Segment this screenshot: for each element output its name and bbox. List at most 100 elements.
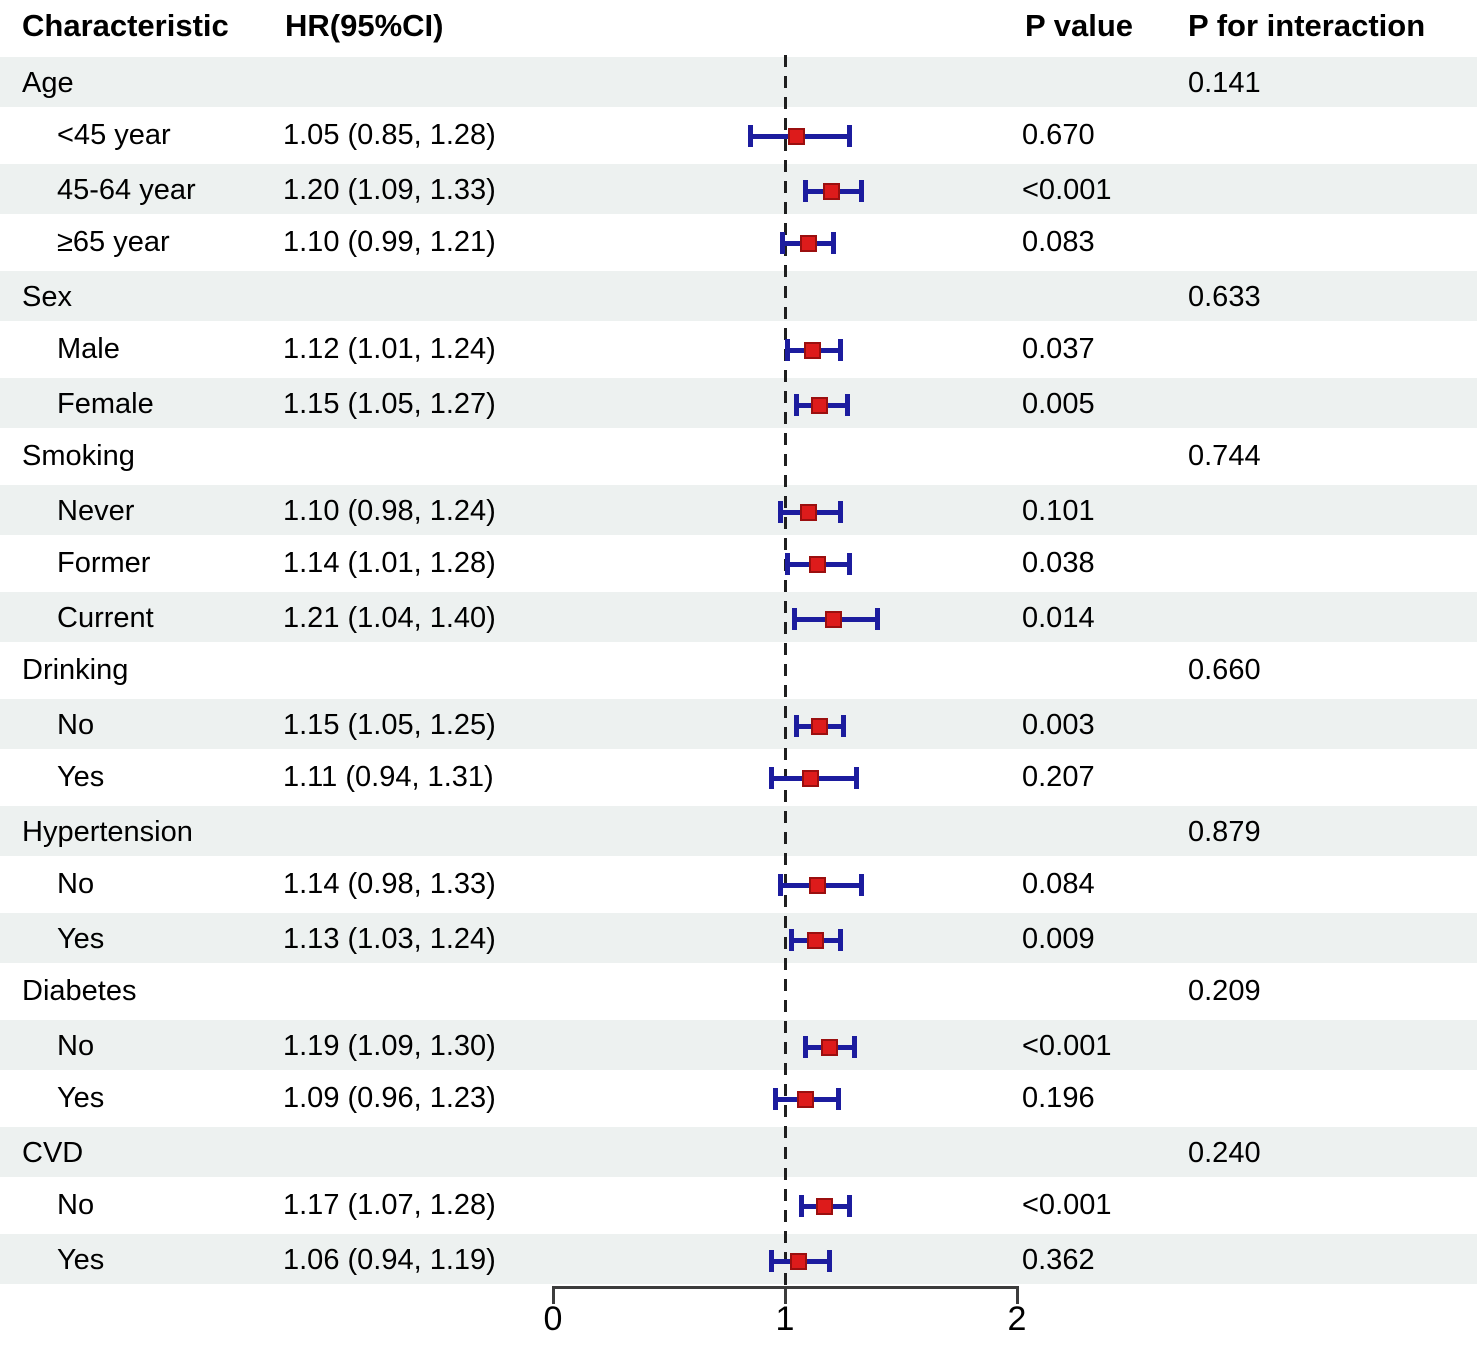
- ci-graphic: [0, 485, 1477, 535]
- ci-cap: [780, 231, 786, 254]
- subgroup-row: Never 1.10 (0.98, 1.24) 0.101: [0, 483, 1477, 537]
- hr-ci-value: 1.06 (0.94, 1.19): [283, 1244, 496, 1276]
- subgroup-label: No: [57, 1188, 95, 1221]
- x-axis-tick: [783, 1286, 787, 1304]
- subgroup-row: Yes 1.11 (0.94, 1.31) 0.207: [0, 751, 1477, 805]
- hr-point-marker: [808, 555, 826, 573]
- p-value: 0.670: [1022, 118, 1095, 151]
- ci-cap: [826, 1250, 832, 1272]
- p-interaction-value: 0.660: [1188, 653, 1261, 686]
- hr-ci-value: 1.12 (1.01, 1.24): [283, 332, 496, 365]
- subgroup-label: Yes: [57, 923, 105, 955]
- ci-cap: [777, 501, 783, 523]
- subgroup-row: ≥65 year 1.10 (0.99, 1.21) 0.083: [0, 216, 1477, 270]
- p-value: 0.037: [1022, 332, 1095, 365]
- group-label: Drinking: [22, 653, 129, 686]
- x-axis-tick-label: 1: [775, 1300, 795, 1338]
- subgroup-label: Current: [57, 602, 154, 634]
- subgroup-label: Yes: [57, 1081, 105, 1114]
- hr-point-marker: [820, 1039, 838, 1056]
- subgroup-row: Former 1.14 (1.01, 1.28) 0.038: [0, 537, 1477, 591]
- subgroup-label: Former: [57, 546, 151, 579]
- x-axis-tick: [551, 1286, 555, 1304]
- p-value: <0.001: [1022, 174, 1112, 206]
- ci-graphic: [0, 699, 1477, 749]
- hr-ci-value: 1.20 (1.09, 1.33): [283, 174, 496, 206]
- ci-cap: [791, 608, 797, 630]
- ci-cap: [768, 766, 774, 789]
- p-interaction-value: 0.744: [1188, 439, 1261, 472]
- hr-point-marker: [811, 718, 829, 735]
- p-interaction-value: 0.209: [1188, 974, 1261, 1007]
- column-header-p-value: P value: [1025, 8, 1134, 43]
- hr-point-marker: [811, 397, 829, 414]
- ci-graphic: [0, 592, 1477, 642]
- p-value: 0.362: [1022, 1244, 1095, 1276]
- ci-cap: [798, 1194, 804, 1217]
- subgroup-label: Male: [57, 332, 120, 365]
- hr-point-marker: [808, 876, 826, 894]
- p-interaction-value: 0.879: [1188, 816, 1261, 848]
- ci-graphic: [0, 913, 1477, 963]
- p-value: 0.005: [1022, 388, 1095, 420]
- subgroup-label: Yes: [57, 760, 105, 793]
- subgroup-row: Male 1.12 (1.01, 1.24) 0.037: [0, 323, 1477, 377]
- ci-cap: [845, 394, 851, 416]
- ci-cap: [835, 1087, 841, 1110]
- hr-point-marker: [799, 234, 817, 252]
- ci-cap: [859, 873, 865, 896]
- group-row: Diabetes 0.209: [0, 965, 1477, 1019]
- hr-point-marker: [802, 769, 820, 787]
- hr-ci-value: 1.17 (1.07, 1.28): [283, 1188, 496, 1221]
- hr-ci-value: 1.21 (1.04, 1.40): [283, 602, 496, 634]
- subgroup-label: No: [57, 1030, 95, 1062]
- ci-cap: [768, 1250, 774, 1272]
- hr-ci-value: 1.15 (1.05, 1.27): [283, 388, 496, 420]
- p-value: 0.003: [1022, 709, 1095, 741]
- subgroup-label: Never: [57, 495, 135, 527]
- hr-ci-value: 1.19 (1.09, 1.30): [283, 1030, 496, 1062]
- hr-point-marker: [788, 127, 806, 145]
- p-interaction-value: 0.141: [1188, 67, 1261, 99]
- ci-cap: [794, 394, 800, 416]
- hr-ci-value: 1.14 (0.98, 1.33): [283, 867, 496, 900]
- ci-graphic: [0, 378, 1477, 428]
- group-label: Smoking: [22, 439, 135, 472]
- group-label: Hypertension: [22, 816, 193, 848]
- hr-ci-value: 1.11 (0.94, 1.31): [283, 760, 494, 793]
- table-body: Age 0.141 <45 year 1.05 (0.85, 1.28) 0.670 45…: [0, 55, 1477, 1286]
- hr-ci-value: 1.15 (1.05, 1.25): [283, 709, 496, 741]
- subgroup-row: Yes 1.13 (1.03, 1.24) 0.009: [0, 911, 1477, 965]
- hr-point-marker: [790, 1253, 808, 1270]
- ci-graphic: [0, 1020, 1477, 1070]
- p-value: 0.014: [1022, 602, 1095, 634]
- subgroup-row: No 1.15 (1.05, 1.25) 0.003: [0, 697, 1477, 751]
- group-row: CVD 0.240: [0, 1125, 1477, 1179]
- ci-graphic: [0, 323, 1477, 377]
- subgroup-label: 45-64 year: [57, 174, 196, 206]
- p-interaction-value: 0.240: [1188, 1137, 1261, 1169]
- ci-graphic: [0, 537, 1477, 591]
- ci-graphic: [0, 858, 1477, 912]
- ci-cap: [831, 231, 837, 254]
- group-row: Hypertension 0.879: [0, 804, 1477, 858]
- ci-graphic: [0, 1179, 1477, 1233]
- ci-cap: [847, 1194, 853, 1217]
- hr-ci-value: 1.05 (0.85, 1.28): [283, 118, 496, 151]
- column-header-row: Characteristic HR(95%CI) P value P for i…: [0, 0, 1477, 55]
- p-value: 0.196: [1022, 1081, 1095, 1114]
- ci-cap: [852, 1036, 858, 1058]
- column-header-hr-ci: HR(95%CI): [285, 8, 444, 43]
- subgroup-row: Yes 1.09 (0.96, 1.23) 0.196: [0, 1072, 1477, 1126]
- group-row: Drinking 0.660: [0, 644, 1477, 698]
- group-row: Smoking 0.744: [0, 430, 1477, 484]
- ci-cap: [840, 715, 846, 737]
- p-value: 0.009: [1022, 923, 1095, 955]
- hr-ci-value: 1.10 (0.99, 1.21): [283, 225, 496, 258]
- ci-cap: [854, 766, 860, 789]
- ci-graphic: [0, 216, 1477, 270]
- p-value: 0.101: [1022, 495, 1095, 527]
- ci-cap: [838, 929, 844, 951]
- group-label: CVD: [22, 1137, 84, 1169]
